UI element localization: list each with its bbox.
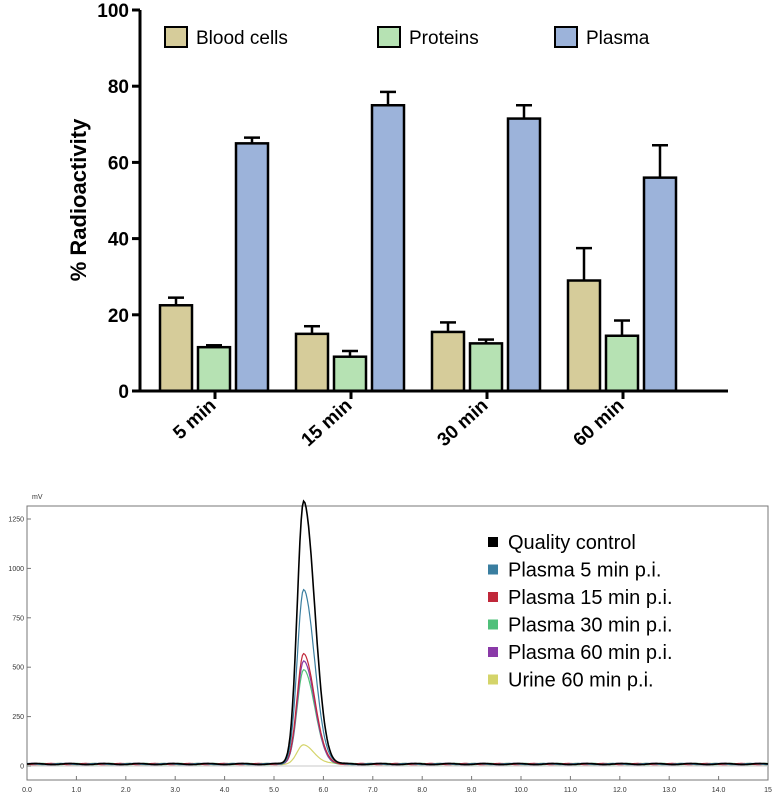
hplc-x-tick-label: 4.0 (220, 787, 230, 794)
hplc-x-tick-label: 7.0 (368, 787, 378, 794)
hplc-y-unit: mV (32, 494, 43, 501)
hplc-trace-quality-control (26, 499, 769, 766)
hplc-x-tick-label: 13.0 (662, 787, 676, 794)
hplc-x-tick-label: 14.0 (712, 787, 726, 794)
hplc-legend-swatch (488, 537, 498, 547)
bar-legend-swatch (554, 26, 578, 48)
hplc-x-tick-label: 6.0 (319, 787, 329, 794)
hplc-legend-swatch (488, 647, 498, 657)
hplc-x-tick-label: 12.0 (613, 787, 627, 794)
bar-proteins (196, 345, 232, 393)
hplc-y-tick-label: 1250 (8, 517, 24, 524)
bar-category-label: 15 min (298, 395, 357, 451)
y-axis-label: % Radioactivity (66, 118, 91, 281)
hplc-y-tick-label: 500 (12, 665, 24, 672)
hplc-legend: Quality control Plasma 5 min p.i. Plasma 1… (488, 532, 673, 692)
bar-legend-label: Blood cells (196, 28, 288, 49)
hplc-traces (26, 499, 769, 766)
bar-category-label: 60 min (570, 395, 629, 451)
bar-legend-label: Plasma (586, 28, 650, 49)
bar-category-label: 30 min (434, 395, 493, 451)
hplc-x-tick-label: 2.0 (121, 787, 131, 794)
bar-y-tick-label: 0 (118, 382, 129, 403)
hplc-legend-swatch (488, 592, 498, 602)
hplc-x-tick-label: 15 (764, 787, 772, 794)
hplc-plot-frame (26, 505, 769, 781)
hplc-x-tick-label: 3.0 (170, 787, 180, 794)
hplc-legend-label: Plasma 30 min p.i. (508, 615, 673, 637)
bar-blood-cells (430, 330, 466, 393)
bar-blood-cells (158, 304, 194, 393)
hplc-x-ticks: 0.0 1.0 2.0 3.0 4.0 5.0 6.0 7.0 8.0 9.0 10.0 11.0 12… (22, 776, 772, 794)
bar-proteins (468, 342, 504, 393)
hplc-legend-label: Plasma 60 min p.i. (508, 642, 673, 664)
hplc-legend-swatch (488, 564, 498, 575)
bar-category-labels: 5 min 15 min 30 min 60 min (169, 391, 628, 451)
hplc-legend-label: Urine 60 min p.i. (508, 670, 654, 692)
hplc-legend-label: Quality control (508, 532, 636, 554)
hplc-y-tick-label: 1000 (8, 566, 24, 573)
hplc-x-tick-label: 5.0 (269, 787, 279, 794)
hplc-legend-label: Plasma 15 min p.i. (508, 587, 673, 609)
bar-chart: Blood cells Proteins Plasma % Radioactivit… (66, 1, 728, 451)
bar-legend-label: Proteins (409, 28, 479, 49)
hplc-chart: mV 0 250 500 750 1000 1250 0.0 1.0 2.0 3.0 4.0 5.0… (8, 494, 772, 794)
bar-proteins (604, 334, 640, 393)
bar-legend: Blood cells Proteins Plasma (164, 26, 650, 49)
hplc-x-tick-label: 10.0 (514, 787, 528, 794)
bar-plasma (370, 104, 406, 393)
hplc-legend-swatch (488, 619, 498, 630)
hplc-x-tick-label: 1.0 (72, 787, 82, 794)
hplc-y-ticks: 0 250 500 750 1000 1250 (8, 517, 31, 771)
bar-y-tick-label: 60 (108, 153, 129, 174)
bar-proteins (332, 355, 368, 393)
hplc-legend-swatch (488, 674, 498, 685)
hplc-x-tick-label: 9.0 (467, 787, 477, 794)
bar-legend-swatch (164, 26, 188, 48)
bar-plasma (234, 142, 270, 393)
bar-plasma (642, 176, 678, 393)
bar-blood-cells (294, 332, 330, 393)
hplc-legend-label: Plasma 5 min p.i. (508, 560, 661, 582)
hplc-y-tick-label: 750 (12, 615, 24, 622)
bar-category-label: 5 min (169, 395, 220, 444)
bar-y-ticks: 0 20 40 60 80 100 (97, 1, 140, 403)
hplc-x-tick-label: 0.0 (22, 787, 32, 794)
bar-blood-cells (566, 279, 602, 393)
hplc-x-tick-label: 8.0 (417, 787, 427, 794)
bar-y-tick-label: 20 (108, 306, 129, 327)
hplc-y-tick-label: 250 (12, 714, 24, 721)
bar-legend-swatch (377, 26, 401, 48)
bar-y-tick-label: 100 (97, 1, 129, 22)
hplc-y-tick-label: 0 (20, 764, 24, 771)
hplc-x-tick-label: 11.0 (564, 787, 577, 794)
bar-plasma (506, 117, 542, 393)
bar-bars (158, 90, 678, 393)
bar-y-tick-label: 80 (108, 77, 129, 98)
bar-y-tick-label: 40 (108, 230, 129, 251)
